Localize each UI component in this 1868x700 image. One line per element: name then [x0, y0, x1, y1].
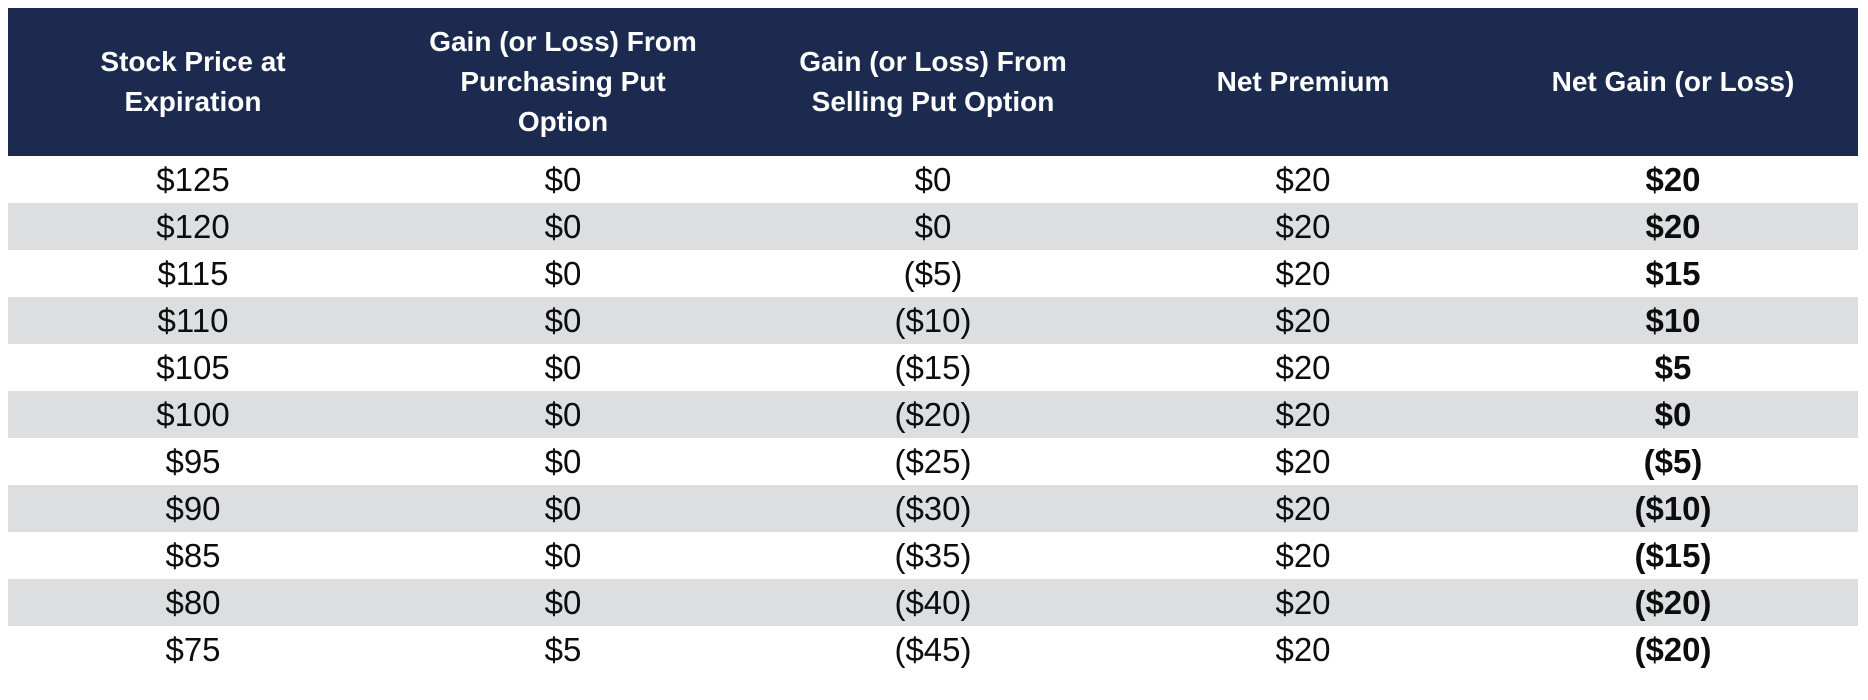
cell-stock-price: $105 [8, 344, 378, 391]
cell-net-premium: $20 [1118, 250, 1488, 297]
cell-net-gain: $20 [1488, 156, 1858, 203]
cell-purchase-gain: $0 [378, 579, 748, 626]
cell-net-premium: $20 [1118, 344, 1488, 391]
cell-net-gain: $0 [1488, 391, 1858, 438]
cell-net-premium: $20 [1118, 156, 1488, 203]
cell-net-premium: $20 [1118, 438, 1488, 485]
cell-stock-price: $120 [8, 203, 378, 250]
cell-stock-price: $80 [8, 579, 378, 626]
cell-purchase-gain: $0 [378, 344, 748, 391]
cell-stock-price: $110 [8, 297, 378, 344]
cell-purchase-gain: $0 [378, 438, 748, 485]
header-gain-loss-selling-put: Gain (or Loss) From Selling Put Option [748, 8, 1118, 156]
cell-purchase-gain: $0 [378, 250, 748, 297]
cell-sell-gain: $0 [748, 156, 1118, 203]
header-net-gain-or-loss: Net Gain (or Loss) [1488, 8, 1858, 156]
cell-net-gain: ($15) [1488, 532, 1858, 579]
cell-sell-gain: ($30) [748, 485, 1118, 532]
cell-sell-gain: ($15) [748, 344, 1118, 391]
cell-net-gain: $15 [1488, 250, 1858, 297]
put-option-payoff-table: Stock Price at Expiration Gain (or Loss)… [8, 8, 1858, 673]
table-row: $105 $0 ($15) $20 $5 [8, 344, 1858, 391]
cell-stock-price: $75 [8, 626, 378, 673]
header-stock-price-at-expiration: Stock Price at Expiration [8, 8, 378, 156]
cell-net-gain: $10 [1488, 297, 1858, 344]
cell-stock-price: $100 [8, 391, 378, 438]
table-row: $110 $0 ($10) $20 $10 [8, 297, 1858, 344]
cell-purchase-gain: $5 [378, 626, 748, 673]
cell-purchase-gain: $0 [378, 297, 748, 344]
cell-stock-price: $90 [8, 485, 378, 532]
header-net-premium: Net Premium [1118, 8, 1488, 156]
cell-purchase-gain: $0 [378, 485, 748, 532]
table-header: Stock Price at Expiration Gain (or Loss)… [8, 8, 1858, 156]
cell-sell-gain: ($40) [748, 579, 1118, 626]
table-row: $80 $0 ($40) $20 ($20) [8, 579, 1858, 626]
table-row: $115 $0 ($5) $20 $15 [8, 250, 1858, 297]
table-row: $100 $0 ($20) $20 $0 [8, 391, 1858, 438]
cell-net-gain: $5 [1488, 344, 1858, 391]
cell-net-premium: $20 [1118, 485, 1488, 532]
cell-net-premium: $20 [1118, 626, 1488, 673]
cell-purchase-gain: $0 [378, 203, 748, 250]
table-body: $125 $0 $0 $20 $20 $120 $0 $0 $20 $20 $1… [8, 156, 1858, 673]
cell-sell-gain: ($25) [748, 438, 1118, 485]
cell-net-premium: $20 [1118, 297, 1488, 344]
header-row: Stock Price at Expiration Gain (or Loss)… [8, 8, 1858, 156]
table-row: $120 $0 $0 $20 $20 [8, 203, 1858, 250]
cell-stock-price: $115 [8, 250, 378, 297]
cell-stock-price: $85 [8, 532, 378, 579]
cell-sell-gain: $0 [748, 203, 1118, 250]
cell-purchase-gain: $0 [378, 532, 748, 579]
cell-sell-gain: ($35) [748, 532, 1118, 579]
table-row: $75 $5 ($45) $20 ($20) [8, 626, 1858, 673]
cell-net-premium: $20 [1118, 203, 1488, 250]
cell-sell-gain: ($45) [748, 626, 1118, 673]
table-row: $95 $0 ($25) $20 ($5) [8, 438, 1858, 485]
table-row: $90 $0 ($30) $20 ($10) [8, 485, 1858, 532]
cell-purchase-gain: $0 [378, 391, 748, 438]
cell-net-gain: ($5) [1488, 438, 1858, 485]
cell-sell-gain: ($5) [748, 250, 1118, 297]
cell-purchase-gain: $0 [378, 156, 748, 203]
table-row: $125 $0 $0 $20 $20 [8, 156, 1858, 203]
cell-stock-price: $125 [8, 156, 378, 203]
cell-net-premium: $20 [1118, 532, 1488, 579]
cell-net-gain: $20 [1488, 203, 1858, 250]
cell-net-gain: ($20) [1488, 579, 1858, 626]
cell-sell-gain: ($20) [748, 391, 1118, 438]
cell-net-premium: $20 [1118, 391, 1488, 438]
header-gain-loss-purchasing-put: Gain (or Loss) From Purchasing Put Optio… [378, 8, 748, 156]
table-row: $85 $0 ($35) $20 ($15) [8, 532, 1858, 579]
cell-net-gain: ($10) [1488, 485, 1858, 532]
cell-net-gain: ($20) [1488, 626, 1858, 673]
cell-stock-price: $95 [8, 438, 378, 485]
cell-sell-gain: ($10) [748, 297, 1118, 344]
cell-net-premium: $20 [1118, 579, 1488, 626]
